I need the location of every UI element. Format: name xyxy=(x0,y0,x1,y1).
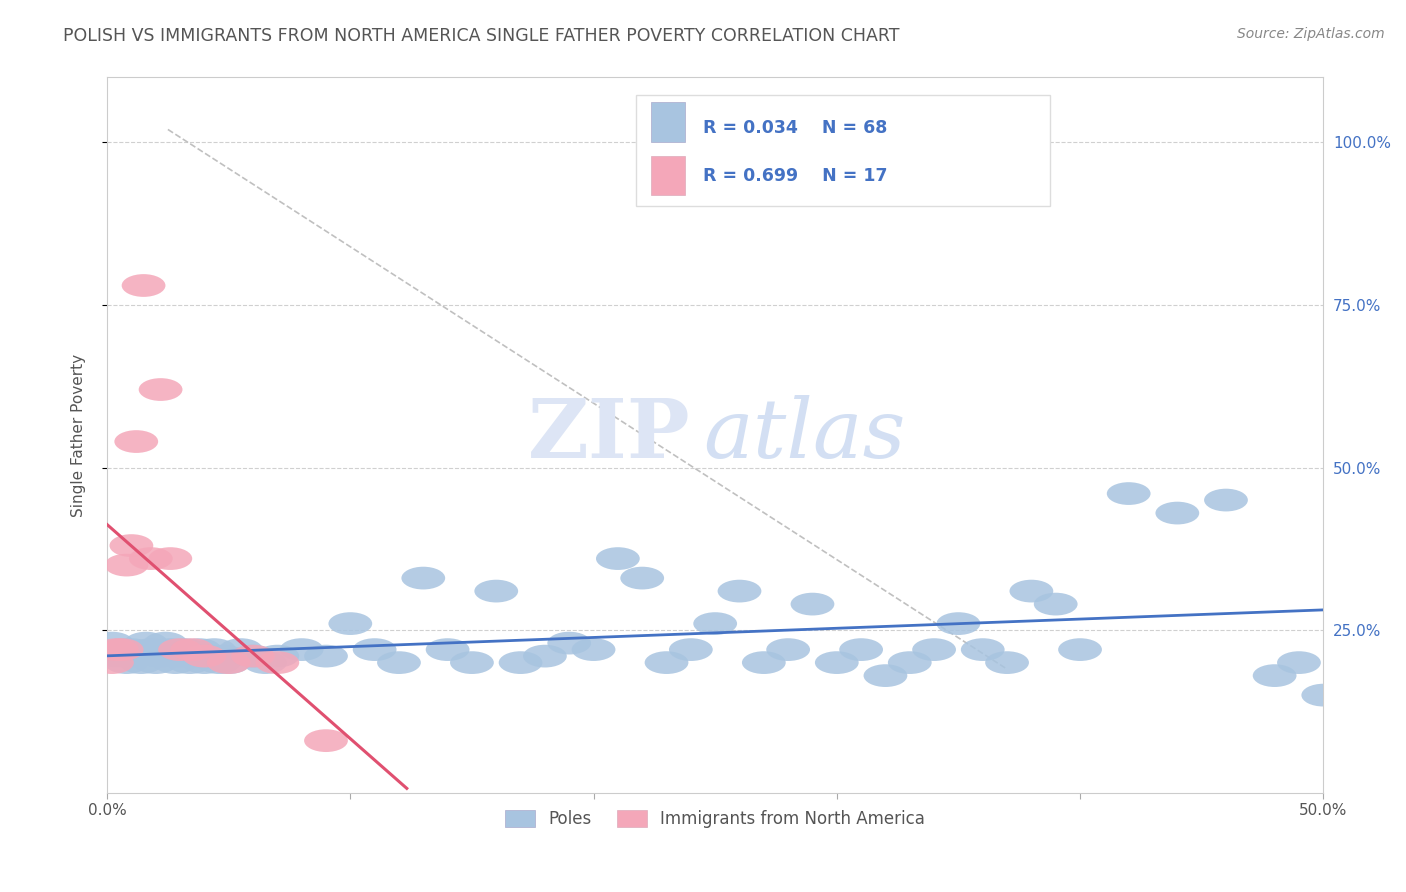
Y-axis label: Single Father Poverty: Single Father Poverty xyxy=(72,353,86,516)
Ellipse shape xyxy=(157,645,202,667)
Ellipse shape xyxy=(547,632,591,655)
Ellipse shape xyxy=(193,639,236,661)
Ellipse shape xyxy=(353,639,396,661)
Ellipse shape xyxy=(149,639,193,661)
Ellipse shape xyxy=(110,639,153,661)
Ellipse shape xyxy=(499,651,543,674)
Text: R = 0.034    N = 68: R = 0.034 N = 68 xyxy=(703,119,887,136)
Ellipse shape xyxy=(644,651,689,674)
Ellipse shape xyxy=(114,645,157,667)
Ellipse shape xyxy=(256,645,299,667)
Ellipse shape xyxy=(207,651,250,674)
Ellipse shape xyxy=(139,645,183,667)
Ellipse shape xyxy=(104,554,149,576)
Ellipse shape xyxy=(790,592,834,615)
Ellipse shape xyxy=(256,651,299,674)
Ellipse shape xyxy=(120,651,163,674)
Ellipse shape xyxy=(90,651,134,674)
Ellipse shape xyxy=(839,639,883,661)
Text: atlas: atlas xyxy=(703,395,905,475)
Ellipse shape xyxy=(1156,501,1199,524)
Ellipse shape xyxy=(231,645,276,667)
Ellipse shape xyxy=(766,639,810,661)
Ellipse shape xyxy=(1059,639,1102,661)
Ellipse shape xyxy=(304,645,347,667)
Ellipse shape xyxy=(1033,592,1077,615)
Ellipse shape xyxy=(1010,580,1053,602)
Ellipse shape xyxy=(936,612,980,635)
Ellipse shape xyxy=(207,651,250,674)
Ellipse shape xyxy=(153,651,197,674)
Ellipse shape xyxy=(202,645,246,667)
Ellipse shape xyxy=(100,639,143,661)
Ellipse shape xyxy=(742,651,786,674)
Ellipse shape xyxy=(426,639,470,661)
Ellipse shape xyxy=(219,639,263,661)
Ellipse shape xyxy=(815,651,859,674)
Ellipse shape xyxy=(96,639,139,661)
Text: Source: ZipAtlas.com: Source: ZipAtlas.com xyxy=(1237,27,1385,41)
Ellipse shape xyxy=(110,534,153,557)
Ellipse shape xyxy=(523,645,567,667)
Ellipse shape xyxy=(1277,651,1320,674)
Ellipse shape xyxy=(474,580,519,602)
Ellipse shape xyxy=(1302,684,1346,706)
Ellipse shape xyxy=(596,547,640,570)
Ellipse shape xyxy=(1253,665,1296,687)
Ellipse shape xyxy=(717,580,762,602)
Text: R = 0.699    N = 17: R = 0.699 N = 17 xyxy=(703,167,887,185)
Ellipse shape xyxy=(1204,489,1249,511)
Ellipse shape xyxy=(960,639,1005,661)
Ellipse shape xyxy=(122,274,166,297)
Ellipse shape xyxy=(96,645,139,667)
Ellipse shape xyxy=(401,566,446,590)
Legend: Poles, Immigrants from North America: Poles, Immigrants from North America xyxy=(499,803,932,834)
Ellipse shape xyxy=(693,612,737,635)
Ellipse shape xyxy=(114,430,157,453)
Ellipse shape xyxy=(183,651,226,674)
Ellipse shape xyxy=(620,566,664,590)
Ellipse shape xyxy=(149,547,193,570)
Ellipse shape xyxy=(304,730,347,752)
Ellipse shape xyxy=(170,639,214,661)
Ellipse shape xyxy=(177,639,221,661)
Ellipse shape xyxy=(912,639,956,661)
Ellipse shape xyxy=(572,639,616,661)
Ellipse shape xyxy=(157,639,202,661)
FancyBboxPatch shape xyxy=(651,103,685,142)
Ellipse shape xyxy=(243,651,287,674)
Ellipse shape xyxy=(1107,483,1150,505)
Ellipse shape xyxy=(329,612,373,635)
Ellipse shape xyxy=(450,651,494,674)
Ellipse shape xyxy=(183,645,226,667)
FancyBboxPatch shape xyxy=(636,95,1050,206)
Text: ZIP: ZIP xyxy=(529,395,690,475)
Ellipse shape xyxy=(167,651,212,674)
Ellipse shape xyxy=(669,639,713,661)
Text: POLISH VS IMMIGRANTS FROM NORTH AMERICA SINGLE FATHER POVERTY CORRELATION CHART: POLISH VS IMMIGRANTS FROM NORTH AMERICA … xyxy=(63,27,900,45)
Ellipse shape xyxy=(377,651,420,674)
Ellipse shape xyxy=(986,651,1029,674)
Ellipse shape xyxy=(124,632,167,655)
Ellipse shape xyxy=(129,639,173,661)
Ellipse shape xyxy=(100,639,143,661)
Ellipse shape xyxy=(134,651,177,674)
FancyBboxPatch shape xyxy=(651,156,685,195)
Ellipse shape xyxy=(173,645,217,667)
Ellipse shape xyxy=(104,651,149,674)
Ellipse shape xyxy=(280,639,323,661)
Ellipse shape xyxy=(139,378,183,401)
Ellipse shape xyxy=(143,632,187,655)
Ellipse shape xyxy=(197,651,240,674)
Ellipse shape xyxy=(863,665,907,687)
Ellipse shape xyxy=(129,547,173,570)
Ellipse shape xyxy=(187,645,231,667)
Ellipse shape xyxy=(90,632,134,655)
Ellipse shape xyxy=(887,651,932,674)
Ellipse shape xyxy=(231,645,276,667)
Ellipse shape xyxy=(163,639,207,661)
